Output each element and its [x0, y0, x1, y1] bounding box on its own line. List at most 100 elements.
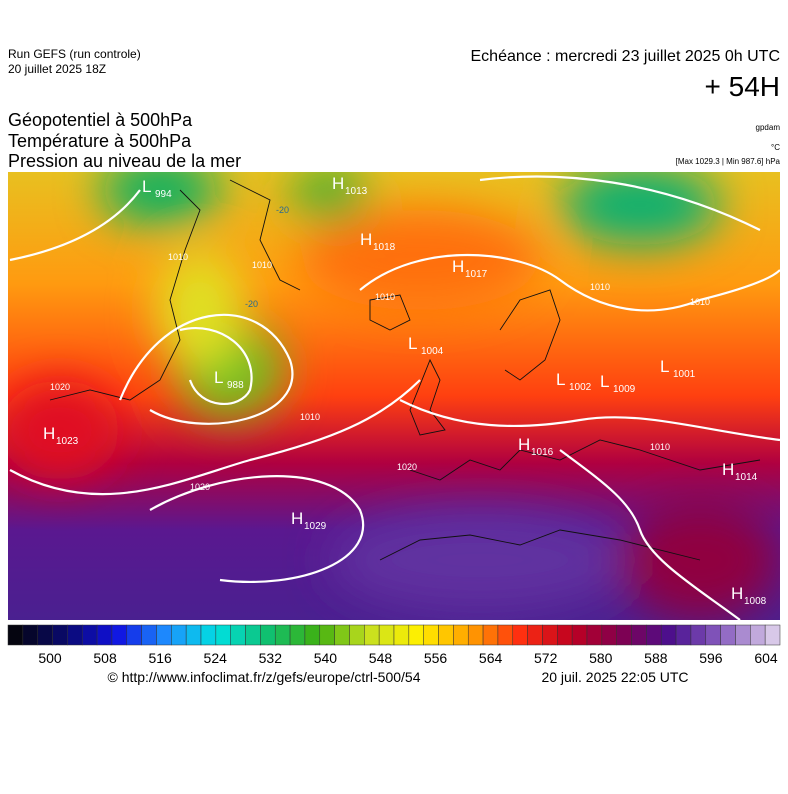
- isoline-label: 1010: [300, 412, 320, 422]
- colorbar-swatch: [675, 624, 692, 646]
- colorbar-label: 548: [369, 650, 393, 666]
- unit: °C: [771, 143, 780, 152]
- colorbar-swatch: [527, 624, 543, 646]
- unit: gpdam: [756, 123, 781, 132]
- center-value: 1023: [56, 436, 79, 447]
- colorbar-swatch: [557, 624, 573, 646]
- colorbar-swatch: [274, 624, 291, 646]
- center-value: 1029: [304, 521, 327, 532]
- colorbar-label: 532: [259, 650, 283, 666]
- center-kind: L: [556, 370, 565, 389]
- colorbar-swatch: [408, 624, 424, 646]
- center-kind: L: [408, 334, 417, 353]
- colorbar-swatch: [52, 624, 68, 646]
- colorbar-swatch: [497, 624, 514, 646]
- colorbar-swatch: [67, 624, 83, 646]
- center-value: 1016: [531, 447, 554, 458]
- colorbar-swatch: [542, 624, 558, 646]
- colorbar-swatch: [735, 624, 751, 646]
- center-kind: L: [600, 372, 609, 391]
- center-kind: L: [142, 177, 151, 196]
- colorbar-label: 500: [38, 650, 62, 666]
- colorbar-label: 588: [644, 650, 668, 666]
- colorbar-label: 604: [754, 650, 778, 666]
- colorbar-swatch: [171, 624, 187, 646]
- colorbar-swatch: [200, 624, 217, 646]
- center-value: 1014: [735, 472, 758, 483]
- isoline-label: -20: [276, 205, 289, 215]
- isoline-label: 1010: [690, 297, 710, 307]
- isoline-label: 1020: [190, 482, 210, 492]
- title: Géopotentiel à 500hPa: [8, 110, 193, 130]
- colorbar-swatch: [720, 624, 736, 646]
- colorbar-label: 564: [479, 650, 503, 666]
- colorbar-label: 516: [148, 650, 172, 666]
- colorbar-swatch: [215, 624, 231, 646]
- colorbar-swatch: [111, 624, 128, 646]
- colorbar-swatch: [156, 624, 172, 646]
- center-kind: H: [452, 257, 464, 276]
- colorbar-swatch: [512, 624, 528, 646]
- center-value: 1001: [673, 369, 696, 380]
- colorbar-label: 580: [589, 650, 613, 666]
- center-value: 1008: [744, 596, 767, 607]
- colorbar-swatch: [260, 624, 276, 646]
- center-kind: H: [722, 460, 734, 479]
- colorbar-swatch: [349, 624, 365, 646]
- colorbar-swatch: [423, 624, 439, 646]
- isoline-label: -20: [245, 299, 258, 309]
- generated: 20 juil. 2025 22:05 UTC: [541, 669, 688, 685]
- colorbar-swatch: [571, 624, 588, 646]
- colorbar-label: 596: [699, 650, 723, 666]
- colorbar-swatch: [705, 624, 721, 646]
- colorbar-swatch: [467, 624, 484, 646]
- source: © http://www.infoclimat.fr/z/gefs/europe…: [107, 669, 420, 685]
- colorbar-swatch: [660, 624, 677, 646]
- colorbar-swatch: [319, 624, 335, 646]
- valid-time: Echéance : mercredi 23 juillet 2025 0h U…: [471, 48, 781, 65]
- colorbar-swatch: [586, 624, 603, 646]
- isoline-label: 1010: [252, 260, 272, 270]
- colorbar-swatch: [378, 624, 395, 646]
- colorbar-swatch: [601, 624, 617, 646]
- run: Run GEFS (run controle): [8, 47, 141, 61]
- colorbar-swatch: [646, 624, 662, 646]
- colorbar-swatch: [185, 624, 202, 646]
- colorbar-swatch: [631, 624, 647, 646]
- isoline-label: 1010: [590, 282, 610, 292]
- colorbar-swatch: [230, 624, 246, 646]
- colorbar-swatch: [438, 624, 454, 646]
- colorbar-label: 524: [204, 650, 228, 666]
- colorbar-label: 508: [93, 650, 117, 666]
- isoline-label: 1020: [50, 382, 70, 392]
- colorbar-swatch: [7, 624, 24, 646]
- colorbar-swatch: [37, 624, 53, 646]
- colorbar-swatch: [750, 624, 766, 646]
- center-value: 1013: [345, 186, 368, 197]
- colorbar-swatch: [289, 624, 306, 646]
- colorbar-swatch: [453, 624, 469, 646]
- colorbar-label: 556: [424, 650, 448, 666]
- center-kind: L: [214, 368, 223, 387]
- colorbar-swatch: [81, 624, 98, 646]
- center-value: 1002: [569, 382, 592, 393]
- center-value: 1018: [373, 242, 396, 253]
- center-kind: H: [291, 509, 303, 528]
- center-value: 1004: [421, 346, 444, 357]
- center-kind: H: [43, 424, 55, 443]
- colorbar-swatch: [690, 624, 707, 646]
- center-value: 1017: [465, 269, 488, 280]
- colorbar-swatch: [22, 624, 38, 646]
- colorbar-swatch: [334, 624, 350, 646]
- colorbar-swatch: [245, 624, 261, 646]
- title: Pression au niveau de la mer: [8, 151, 241, 171]
- title: Température à 500hPa: [8, 131, 192, 151]
- isoline-label: 1010: [168, 252, 188, 262]
- center-value: 994: [155, 189, 172, 200]
- isoline-label: 1020: [397, 462, 417, 472]
- colorbar-swatch: [764, 624, 781, 646]
- center-kind: H: [332, 174, 344, 193]
- colorbar-swatch: [616, 624, 632, 646]
- colorbar-swatch: [364, 624, 380, 646]
